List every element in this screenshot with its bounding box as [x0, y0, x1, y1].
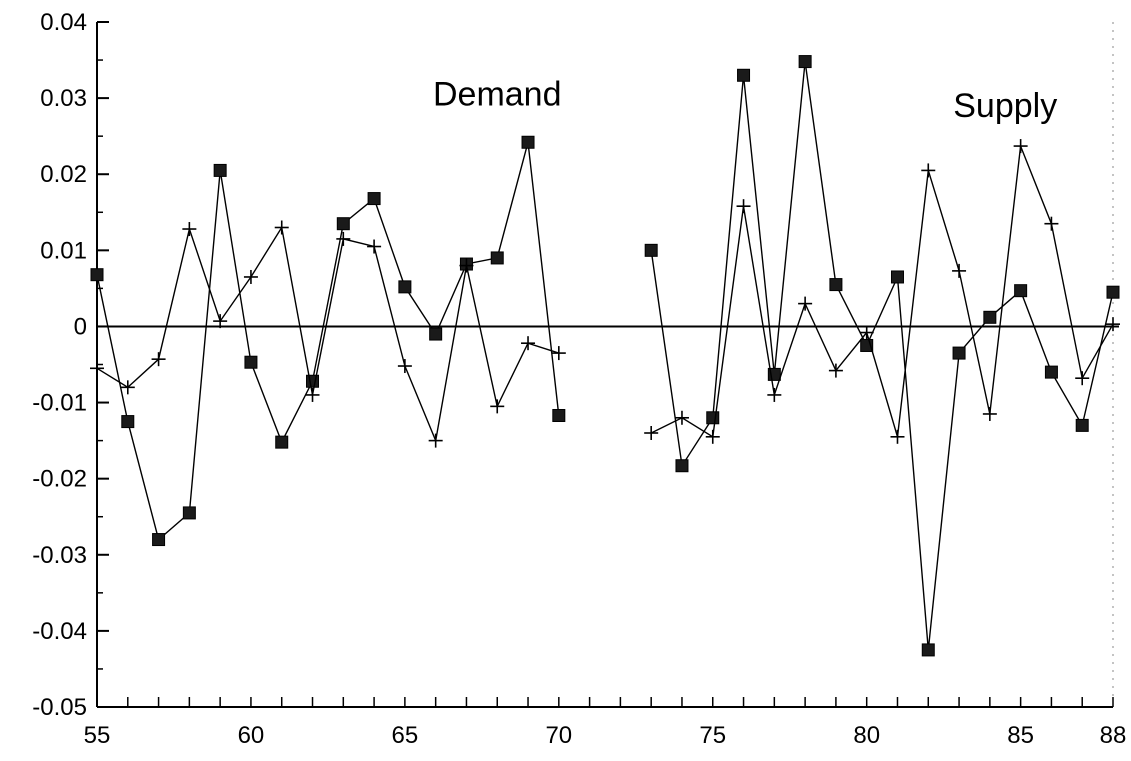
- y-tick-label: 0.01: [40, 237, 87, 264]
- data-point: [521, 135, 535, 149]
- data-point: [952, 263, 967, 278]
- data-point: [1044, 216, 1059, 231]
- data-point: [90, 361, 104, 376]
- data-point: [705, 429, 720, 444]
- x-axis: 55 60 65 70 75 80 85 88: [84, 697, 1127, 749]
- annotation-demand: Demand: [433, 76, 562, 114]
- y-tick-label: 0.02: [40, 161, 87, 188]
- series-line: [650, 145, 1114, 438]
- data-point: [428, 433, 443, 448]
- data-point: [305, 387, 320, 402]
- data-point: [798, 296, 813, 311]
- data-point: [459, 258, 474, 273]
- data-point: [1106, 317, 1120, 332]
- y-tick-label: -0.03: [32, 542, 87, 569]
- data-point: [397, 359, 412, 374]
- annotation-layer: Demand Supply: [433, 76, 1057, 125]
- x-tick-label: 65: [392, 722, 419, 749]
- x-tick-label: 85: [1007, 722, 1034, 749]
- data-point: [551, 346, 566, 361]
- data-point: [644, 243, 658, 257]
- data-point: [829, 278, 843, 292]
- data-point: [275, 435, 289, 449]
- data-point: [521, 336, 536, 351]
- data-point: [890, 270, 904, 284]
- data-point: [798, 55, 812, 69]
- y-tick-label: 0: [74, 313, 87, 340]
- data-point: [182, 506, 196, 520]
- data-point: [552, 408, 566, 422]
- data-point: [151, 352, 166, 367]
- data-point: [213, 163, 227, 177]
- data-point: [243, 269, 258, 284]
- data-point: [890, 429, 905, 444]
- y-tick-label: -0.02: [32, 466, 87, 493]
- x-tick-label: 55: [84, 722, 111, 749]
- series-line: [96, 225, 560, 444]
- data-point: [274, 220, 289, 235]
- data-point: [213, 314, 228, 329]
- data-point: [244, 355, 258, 369]
- data-point: [336, 217, 350, 231]
- data-point: [674, 410, 689, 425]
- data-point: [706, 411, 720, 425]
- data-point: [1044, 365, 1058, 379]
- data-point: [767, 387, 782, 402]
- data-point: [398, 280, 412, 294]
- data-point: [828, 363, 843, 378]
- data-point: [1106, 285, 1120, 299]
- data-point: [367, 239, 382, 254]
- data-point: [1075, 418, 1089, 432]
- data-point: [736, 199, 751, 214]
- data-point: [367, 192, 381, 206]
- data-point: [737, 68, 751, 82]
- data-point: [982, 406, 997, 421]
- x-tick-label: 80: [853, 722, 880, 749]
- y-axis: 0.04 0.03 0.02 0.01 0 -0.01 -0.02 -0.03 -0.04 -0.…: [32, 9, 109, 721]
- data-point: [182, 222, 197, 237]
- data-point: [1013, 139, 1028, 154]
- series-line: [96, 142, 560, 541]
- y-tick-label: 0.03: [40, 85, 87, 112]
- data-point: [121, 415, 135, 429]
- data-point: [921, 163, 936, 178]
- x-tick-label: 70: [545, 722, 572, 749]
- y-tick-label: -0.04: [32, 618, 87, 645]
- annotation-supply: Supply: [953, 87, 1057, 125]
- data-point: [644, 426, 659, 440]
- data-point: [490, 251, 504, 265]
- data-point: [1014, 284, 1028, 298]
- series-layer: [90, 55, 1120, 657]
- data-point: [90, 268, 104, 282]
- y-tick-label: -0.05: [32, 694, 87, 721]
- data-point: [336, 231, 351, 246]
- data-point: [490, 399, 505, 414]
- series-line: [650, 61, 1114, 650]
- data-point: [675, 459, 689, 473]
- data-point: [859, 325, 874, 340]
- data-point: [120, 380, 135, 395]
- data-point: [1075, 371, 1090, 386]
- x-tick-label: 60: [238, 722, 265, 749]
- data-point: [952, 346, 966, 360]
- data-point: [152, 533, 166, 547]
- data-point: [921, 643, 935, 657]
- series-plus-marker: [90, 139, 1120, 448]
- series-square-marker: [90, 55, 1120, 657]
- data-point: [983, 310, 997, 324]
- y-tick-label: 0.04: [40, 9, 87, 36]
- data-point: [429, 327, 443, 341]
- x-tick-label: 75: [699, 722, 726, 749]
- x-tick-label: 88: [1100, 722, 1127, 749]
- y-tick-label: -0.01: [32, 390, 87, 417]
